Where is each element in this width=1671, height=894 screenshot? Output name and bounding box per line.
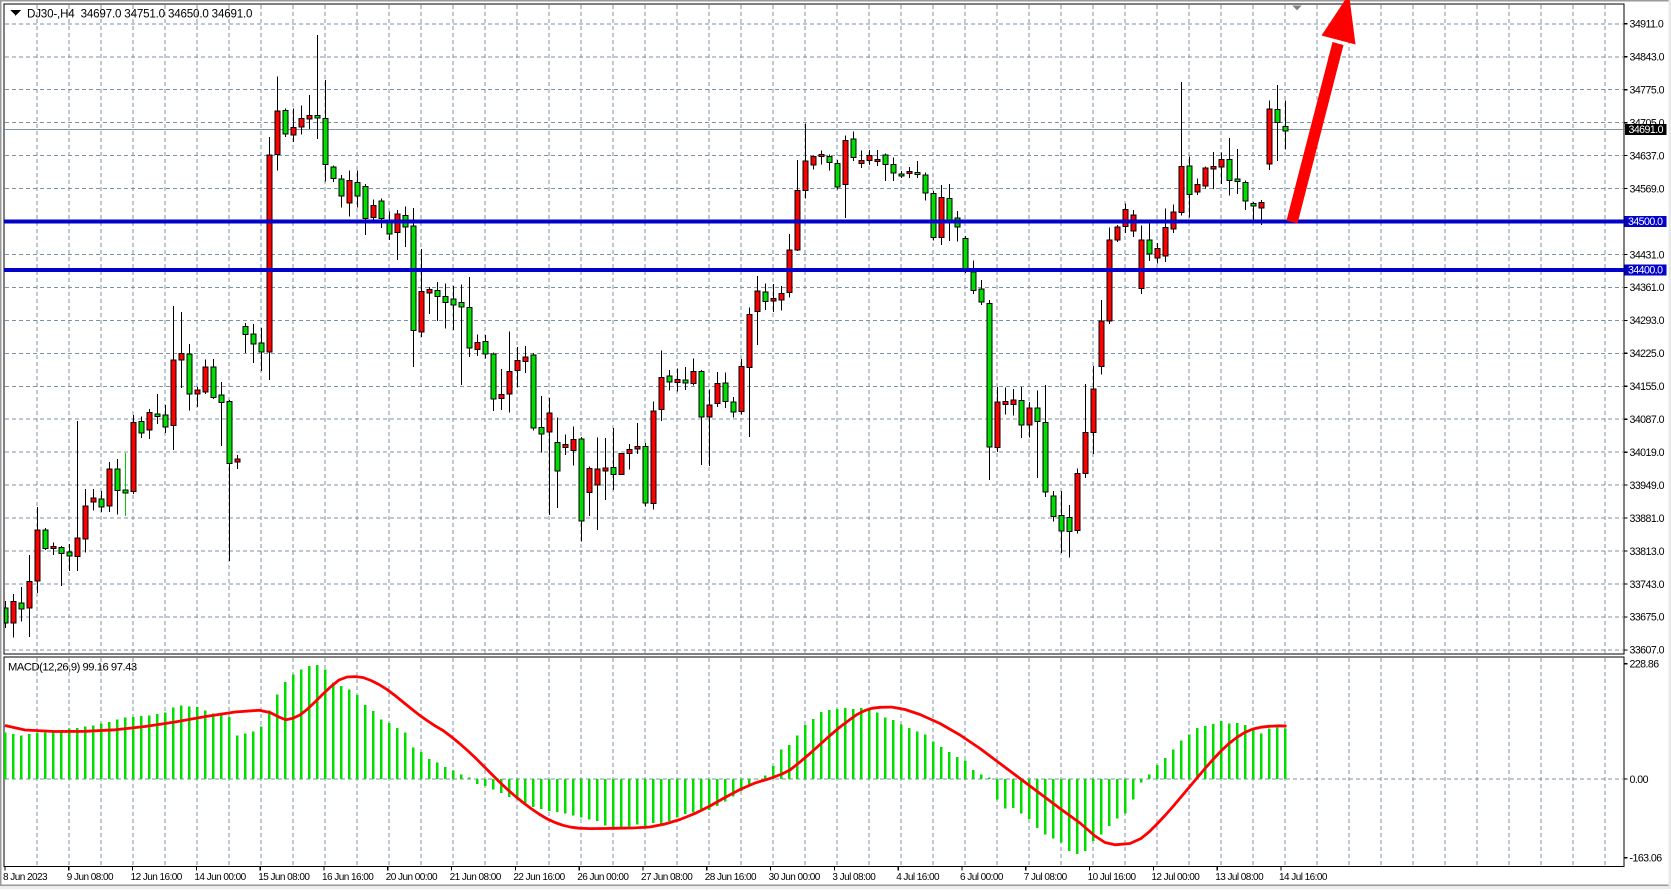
- svg-text:33813.0: 33813.0: [1630, 546, 1665, 558]
- svg-text:228.86: 228.86: [1630, 659, 1660, 671]
- svg-text:6 Jul 00:00: 6 Jul 00:00: [960, 872, 1004, 883]
- svg-text:34637.0: 34637.0: [1630, 150, 1665, 162]
- svg-text:33949.0: 33949.0: [1630, 480, 1665, 492]
- svg-text:34775.0: 34775.0: [1630, 85, 1665, 97]
- svg-text:-163.06: -163.06: [1630, 853, 1663, 865]
- svg-text:0.00: 0.00: [1630, 774, 1649, 786]
- svg-text:26 Jun 00:00: 26 Jun 00:00: [577, 872, 629, 883]
- svg-text:13 Jul 08:00: 13 Jul 08:00: [1215, 872, 1264, 883]
- svg-text:33743.0: 33743.0: [1630, 579, 1665, 591]
- svg-text:34361.0: 34361.0: [1630, 282, 1665, 294]
- svg-text:14 Jul 16:00: 14 Jul 16:00: [1279, 872, 1328, 883]
- svg-text:34691.0: 34691.0: [1629, 124, 1664, 136]
- svg-text:7 Jul 08:00: 7 Jul 08:00: [1024, 872, 1068, 883]
- svg-text:8 Jun 2023: 8 Jun 2023: [3, 872, 48, 883]
- svg-text:9 Jun 08:00: 9 Jun 08:00: [67, 872, 114, 883]
- svg-text:3 Jul 08:00: 3 Jul 08:00: [832, 872, 876, 883]
- svg-text:27 Jun 08:00: 27 Jun 08:00: [641, 872, 693, 883]
- svg-text:12 Jun 16:00: 12 Jun 16:00: [131, 872, 183, 883]
- svg-text:34293.0: 34293.0: [1630, 315, 1665, 327]
- svg-text:20 Jun 00:00: 20 Jun 00:00: [386, 872, 438, 883]
- svg-text:33881.0: 33881.0: [1630, 513, 1665, 525]
- svg-text:16 Jun 16:00: 16 Jun 16:00: [322, 872, 374, 883]
- svg-text:34225.0: 34225.0: [1630, 348, 1665, 360]
- svg-text:10 Jul 16:00: 10 Jul 16:00: [1088, 872, 1137, 883]
- svg-text:34155.0: 34155.0: [1630, 381, 1665, 393]
- svg-text:30 Jun 00:00: 30 Jun 00:00: [769, 872, 821, 883]
- svg-text:22 Jun 16:00: 22 Jun 16:00: [513, 872, 565, 883]
- svg-text:4 Jul 16:00: 4 Jul 16:00: [896, 872, 940, 883]
- svg-text:DJ30-,H4 34697.0 34751.0 3465: DJ30-,H4 34697.0 34751.0 34650.0 34691.0: [27, 8, 252, 21]
- svg-text:33607.0: 33607.0: [1630, 645, 1665, 657]
- svg-text:34400.0: 34400.0: [1628, 265, 1663, 277]
- svg-text:34569.0: 34569.0: [1630, 183, 1665, 195]
- svg-text:MACD(12,26,9) 99.16 97.43: MACD(12,26,9) 99.16 97.43: [8, 662, 137, 674]
- svg-text:21 Jun 08:00: 21 Jun 08:00: [450, 872, 502, 883]
- svg-text:12 Jul 00:00: 12 Jul 00:00: [1151, 872, 1200, 883]
- svg-text:14 Jun 00:00: 14 Jun 00:00: [194, 872, 246, 883]
- svg-text:15 Jun 08:00: 15 Jun 08:00: [258, 872, 310, 883]
- svg-text:34431.0: 34431.0: [1630, 249, 1665, 261]
- svg-text:33675.0: 33675.0: [1630, 612, 1665, 624]
- svg-text:34911.0: 34911.0: [1630, 19, 1664, 31]
- svg-text:34500.0: 34500.0: [1628, 216, 1663, 228]
- svg-text:34019.0: 34019.0: [1630, 447, 1665, 459]
- svg-text:34843.0: 34843.0: [1630, 52, 1665, 64]
- svg-text:28 Jun 16:00: 28 Jun 16:00: [705, 872, 757, 883]
- svg-text:34087.0: 34087.0: [1630, 414, 1665, 426]
